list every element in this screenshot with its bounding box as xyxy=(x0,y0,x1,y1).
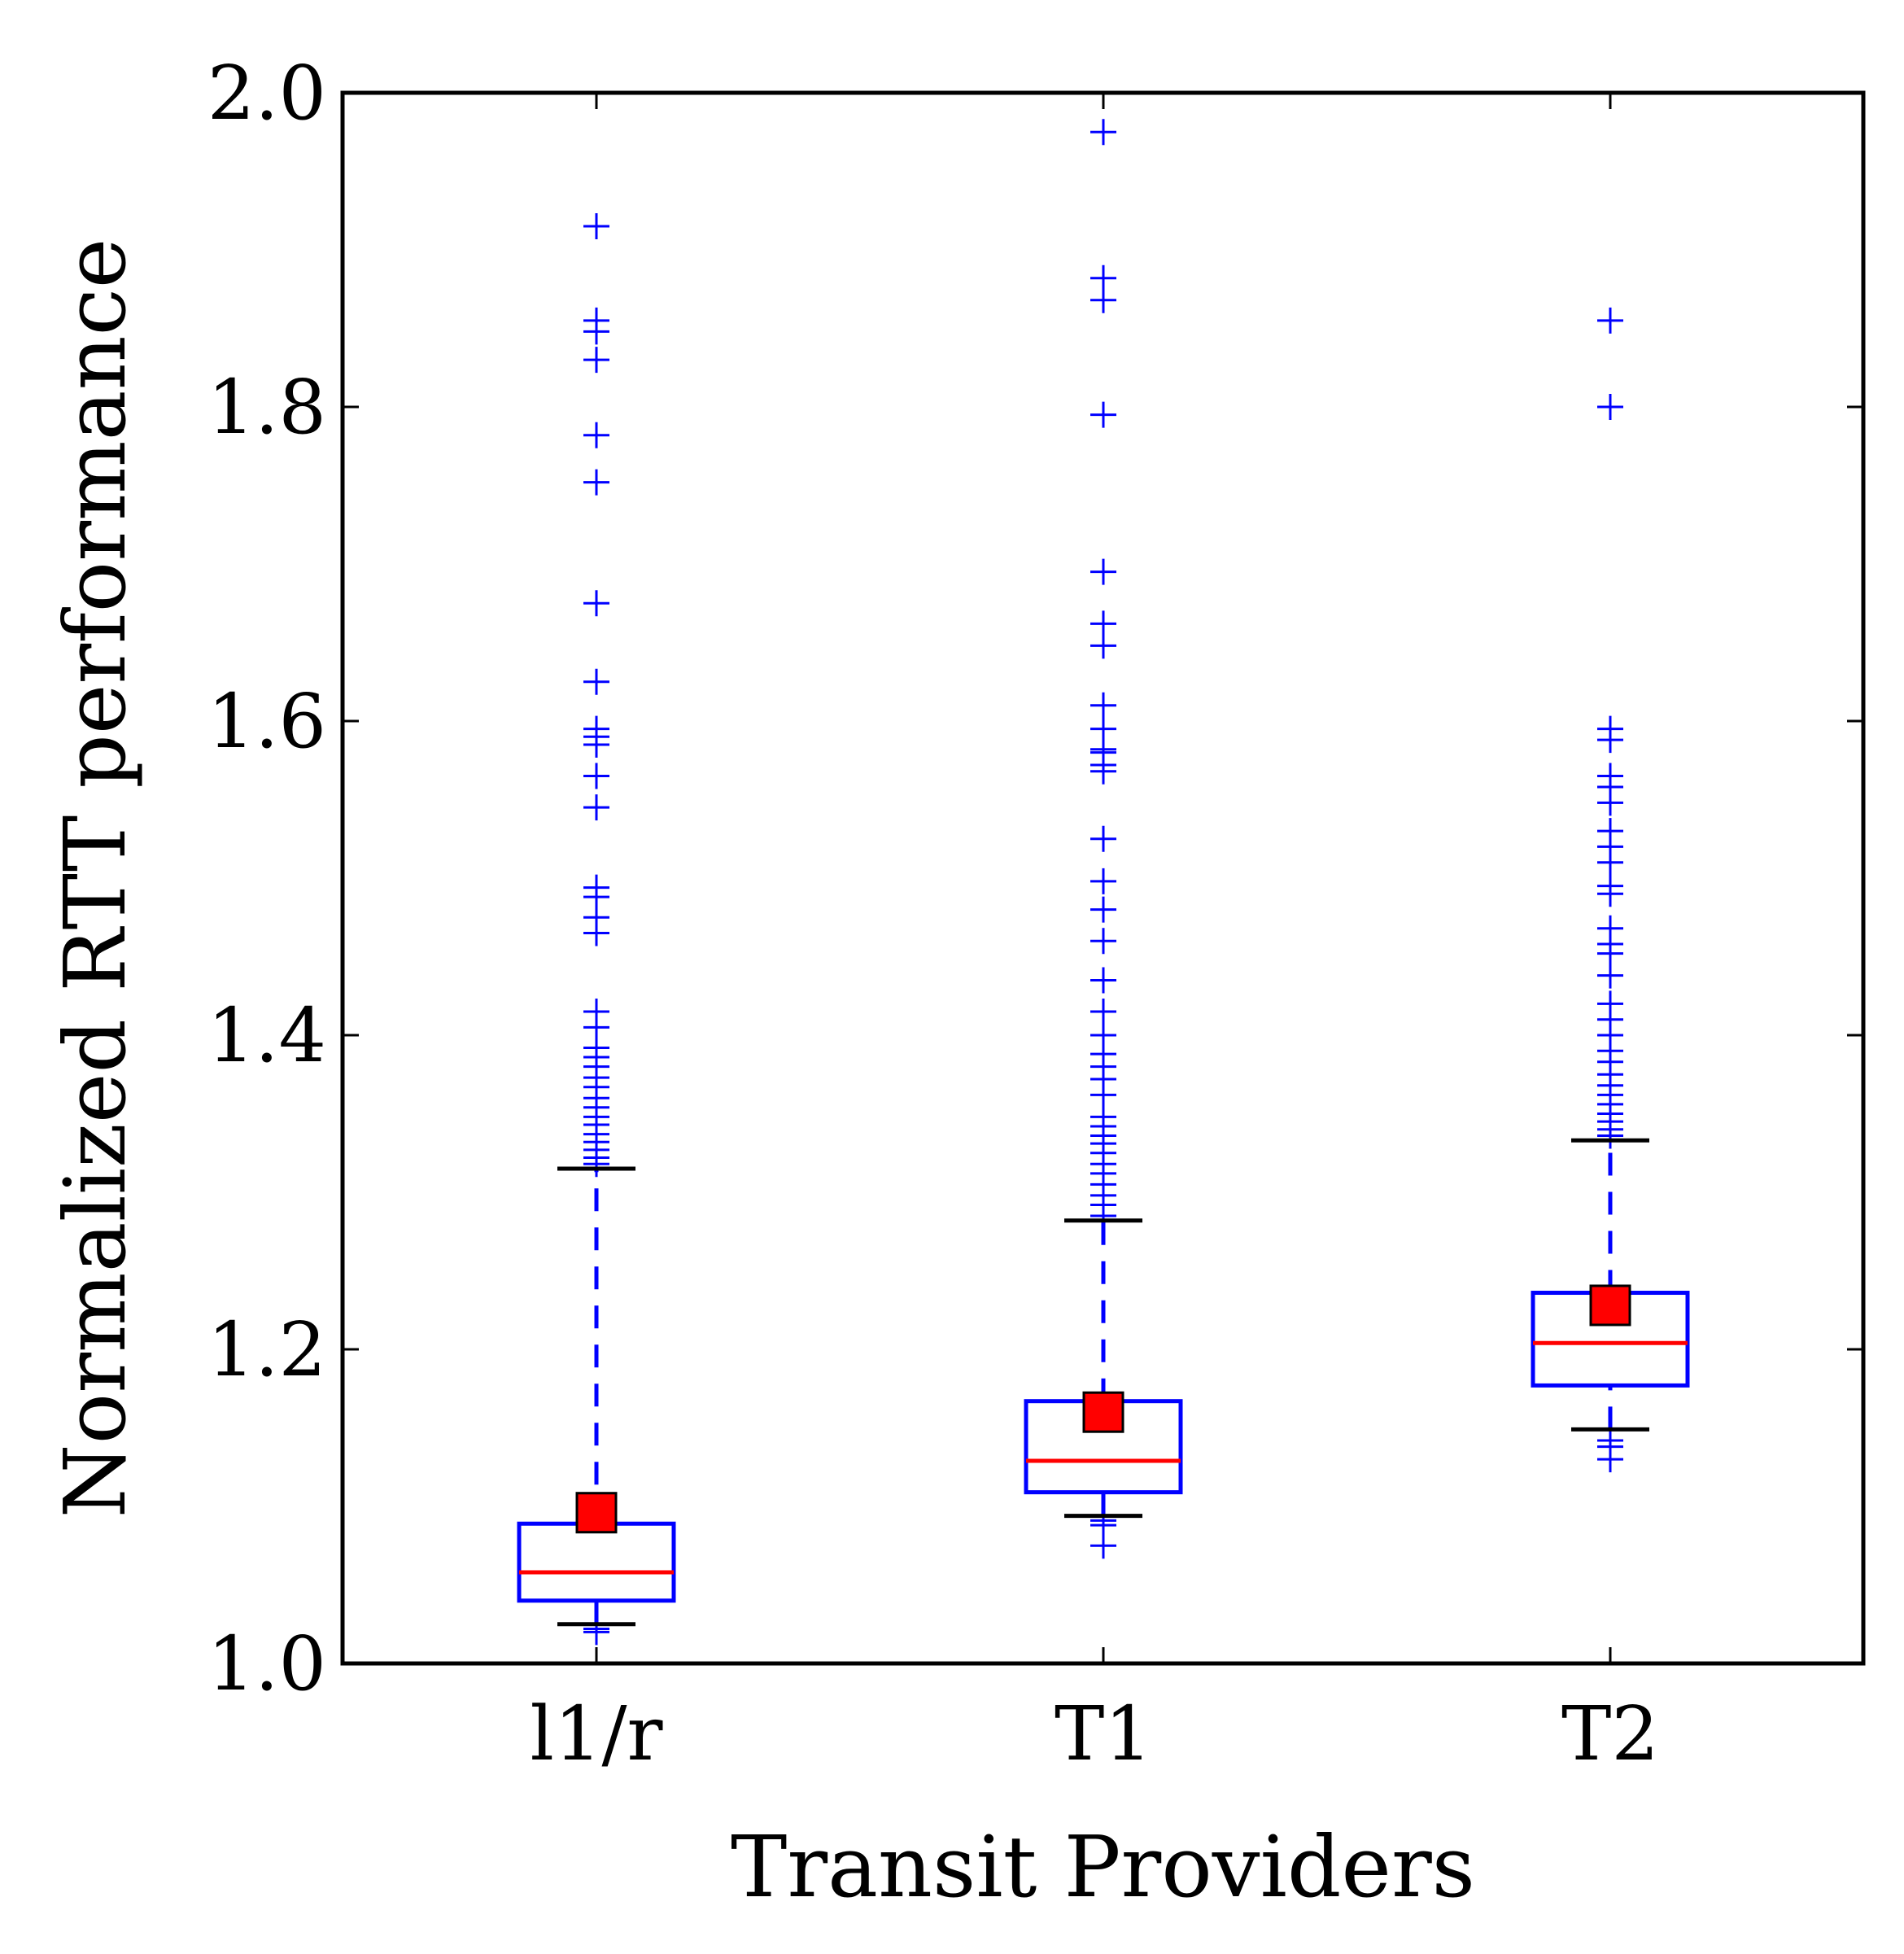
mean-marker xyxy=(1082,1391,1124,1433)
outlier-point xyxy=(583,874,609,901)
outlier-point xyxy=(1090,119,1116,146)
outlier-point xyxy=(1090,896,1116,923)
outlier-point xyxy=(1090,825,1116,852)
outlier-point xyxy=(1090,610,1116,637)
box-group-1 xyxy=(1024,119,1183,1559)
outlier-point xyxy=(583,668,609,695)
outlier-point xyxy=(1090,558,1116,585)
axis-ticks: 1.0 1.2 1.4 1.6 1.8 2.0 l1/r T1 T2 xyxy=(207,50,1863,1777)
outlier-point xyxy=(583,213,609,240)
outlier-point xyxy=(583,422,609,448)
outlier-point xyxy=(1090,928,1116,955)
y-tick-label: 1.8 xyxy=(207,364,326,451)
outlier-point xyxy=(1090,715,1116,742)
outlier-point xyxy=(583,590,609,617)
y-axis-title: Normalized RTT performance xyxy=(46,238,145,1519)
y-tick-label: 1.2 xyxy=(207,1306,326,1393)
plot-marks xyxy=(517,119,1690,1646)
outlier-point xyxy=(583,763,609,789)
outlier-point xyxy=(1090,264,1116,291)
x-tick-label: T1 xyxy=(1055,1690,1152,1777)
outlier-point xyxy=(1090,401,1116,428)
x-axis-title: Transit Providers xyxy=(731,1817,1475,1917)
outlier-point xyxy=(1090,1507,1116,1534)
outlier-point xyxy=(583,307,609,334)
outlier-point xyxy=(583,794,609,821)
outlier-point xyxy=(583,347,609,374)
outlier-point xyxy=(1597,915,1623,942)
y-tick-label: 2.0 xyxy=(207,50,326,137)
outlier-point xyxy=(583,1615,609,1642)
outlier-point xyxy=(1090,1104,1116,1130)
outlier-point xyxy=(1597,715,1623,742)
outlier-point xyxy=(583,999,609,1025)
outlier-point xyxy=(1090,999,1116,1025)
y-tick-label: 1.4 xyxy=(207,992,326,1079)
outlier-point xyxy=(1597,394,1623,420)
box-iqr xyxy=(517,1521,676,1603)
box-group-0 xyxy=(517,213,676,1646)
y-tick-label: 1.0 xyxy=(207,1620,326,1707)
outlier-point xyxy=(583,469,609,496)
outlier-point xyxy=(1597,990,1623,1017)
outlier-point xyxy=(1597,307,1623,334)
outlier-point xyxy=(1090,868,1116,894)
outlier-point xyxy=(1090,632,1116,659)
mean-marker xyxy=(1589,1284,1631,1327)
mean-marker xyxy=(575,1492,618,1534)
outlier-point xyxy=(1597,1427,1623,1453)
outlier-point xyxy=(1090,692,1116,719)
outlier-point xyxy=(1090,1022,1116,1048)
outlier-point xyxy=(1597,872,1623,899)
box-group-2 xyxy=(1531,307,1690,1473)
outlier-point xyxy=(1597,763,1623,789)
x-tick-label: l1/r xyxy=(531,1690,663,1777)
outlier-point xyxy=(1090,286,1116,313)
outlier-point xyxy=(1597,962,1623,989)
x-tick-label: T2 xyxy=(1561,1690,1659,1777)
outlier-point xyxy=(1597,818,1623,845)
y-tick-label: 1.6 xyxy=(207,678,326,765)
outlier-point xyxy=(1090,967,1116,994)
outlier-point xyxy=(583,715,609,742)
